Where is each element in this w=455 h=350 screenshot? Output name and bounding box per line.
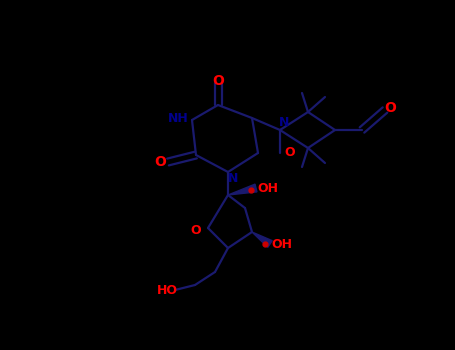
Text: O: O xyxy=(384,101,396,115)
Polygon shape xyxy=(252,232,272,247)
Text: OH: OH xyxy=(258,182,278,195)
Text: HO: HO xyxy=(157,284,177,296)
Text: O: O xyxy=(212,74,224,88)
Text: N: N xyxy=(279,116,289,128)
Text: O: O xyxy=(154,155,166,169)
Text: OH: OH xyxy=(272,238,293,251)
Text: O: O xyxy=(285,147,295,160)
Text: N: N xyxy=(228,172,238,184)
Text: O: O xyxy=(191,224,201,238)
Text: NH: NH xyxy=(167,112,188,125)
Polygon shape xyxy=(228,184,257,195)
